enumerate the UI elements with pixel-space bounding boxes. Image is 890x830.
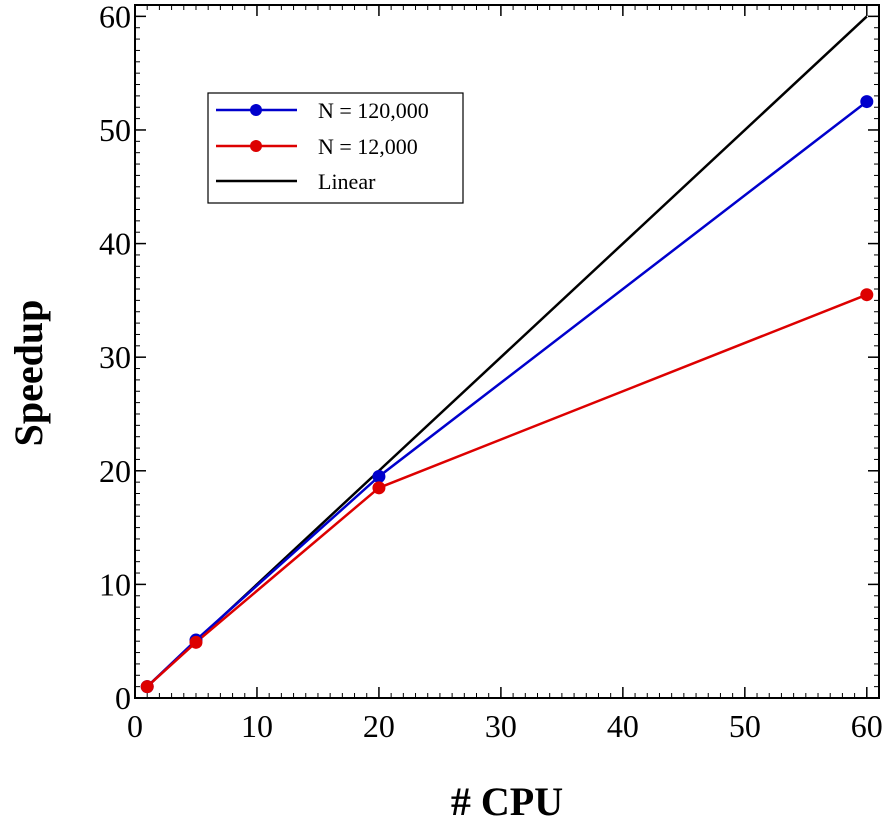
y-tick-label: 20	[99, 453, 131, 489]
x-tick-label: 10	[241, 708, 273, 744]
series-1-point	[372, 481, 386, 495]
series-1-point	[140, 680, 154, 694]
series-0-point	[860, 95, 874, 109]
y-axis-title: Speedup	[6, 300, 51, 447]
series-line-1	[146, 293, 868, 688]
series-1-point	[860, 288, 874, 302]
y-tick-label: 50	[99, 112, 131, 148]
legend-label-2: Linear	[318, 169, 376, 194]
x-tick-label: 0	[127, 708, 143, 744]
x-tick-labels: 0 10 20 30 40 50 60	[127, 708, 883, 744]
x-axis-title: # CPU	[451, 779, 563, 824]
series-1-point	[189, 635, 203, 649]
y-tick-label: 60	[99, 0, 131, 34]
y-tick-label: 10	[99, 566, 131, 602]
legend-swatch-marker-0	[250, 104, 262, 116]
x-tick-label: 30	[485, 708, 517, 744]
x-tick-label: 50	[729, 708, 761, 744]
series-layer	[140, 15, 874, 694]
legend-swatch-marker-1	[250, 140, 262, 152]
y-tick-label: 30	[99, 339, 131, 375]
plot-frame	[134, 4, 880, 699]
x-tick-label: 40	[607, 708, 639, 744]
y-tick-label: 0	[115, 680, 131, 716]
legend-label-0: N = 120,000	[318, 98, 429, 123]
major-ticks	[134, 5, 879, 699]
y-tick-labels: 0 10 20 30 40 50 60	[99, 0, 131, 716]
legend-label-1: N = 12,000	[318, 134, 418, 159]
x-tick-label: 20	[363, 708, 395, 744]
x-tick-label: 60	[851, 708, 883, 744]
legend: N = 120,000 N = 12,000 Linear	[207, 92, 464, 204]
y-tick-label: 40	[99, 226, 131, 262]
series-0-point	[372, 469, 386, 483]
